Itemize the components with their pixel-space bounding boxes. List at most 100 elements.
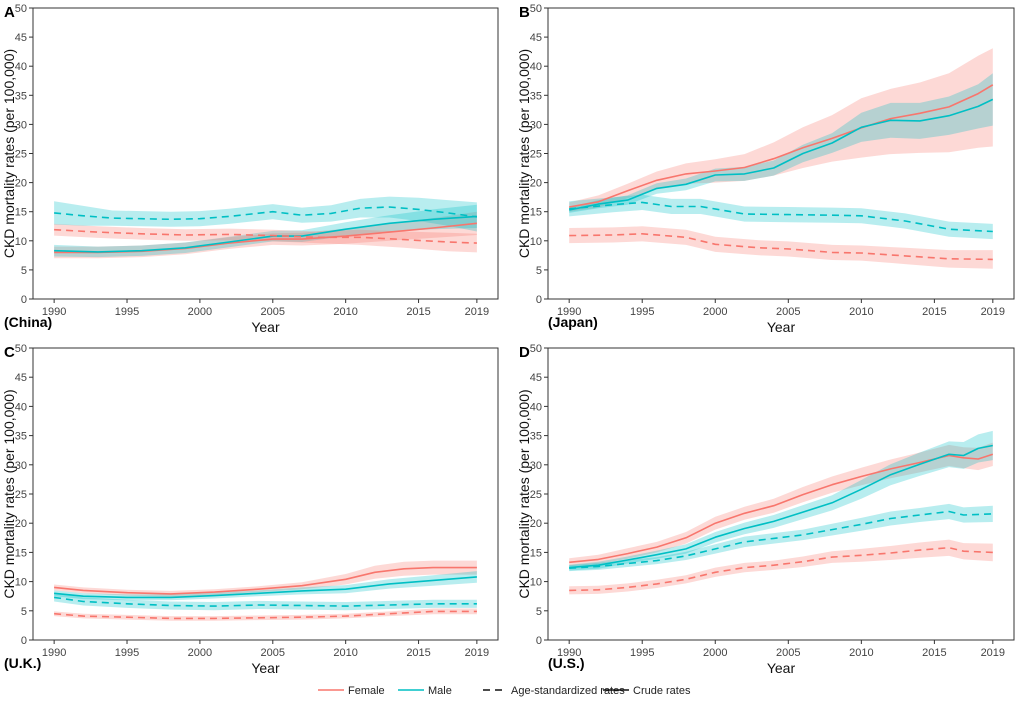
x-tick-label: 2000 [188,647,212,659]
series-line-female-age-standardized [54,228,477,244]
series-line-male-crude [569,98,994,211]
y-axis-title: CKD mortality rates (per 100,000) [516,389,532,598]
x-tick-label: 1995 [115,647,139,659]
y-tick-label: 0 [536,635,542,647]
y-tick-label: 15 [530,547,542,559]
y-tick-label: 35 [15,90,27,102]
y-tick-label: 15 [15,547,27,559]
y-tick-label: 50 [15,3,27,15]
series-line-female-age-standardized [569,546,993,592]
x-tick-label: 2019 [981,647,1005,659]
ci-band-female-crude [569,48,993,212]
y-tick-label: 40 [530,401,542,413]
series-line-male-crude [569,444,993,569]
series-line-male-crude [54,576,477,599]
x-tick-label: 2019 [465,306,489,318]
panel-a: 0 5 10 15 20 25 30 35 40 45 50 1990 1995 2000 2005 2010… [1,3,499,335]
legend-label: Age-standardized rates [511,685,625,697]
ci-band-male-crude [54,571,477,601]
panel-letter: D [519,344,530,361]
x-tick-label: 2019 [465,647,489,659]
y-axis-title: CKD mortality rates (per 100,000) [516,49,532,258]
y-tick-label: 40 [15,401,27,413]
y-tick-label: 45 [530,32,542,44]
series-line-female-age-standardized [54,610,477,620]
y-tick-label: 5 [21,606,27,618]
y-tick-label: 15 [530,207,542,219]
x-tick-label: 2015 [922,306,946,318]
region-label: (U.S.) [548,655,585,671]
y-tick-label: 40 [15,61,27,73]
y-tick-label: 10 [15,577,27,589]
y-tick-label: 25 [530,149,542,161]
panel-b: 0 5 10 15 20 25 30 35 40 45 50 1990 1995 2000 2005 2010… [516,3,1015,335]
x-tick-label: 2005 [776,647,800,659]
region-label: (Japan) [548,314,598,330]
x-tick-label: 2000 [703,306,727,318]
x-tick-label: 2015 [922,647,946,659]
x-tick-label: 1995 [630,306,654,318]
ci-band-male-crude [569,430,993,571]
series-line-female-crude [569,453,994,564]
x-tick-label: 2005 [261,306,285,318]
y-tick-label: 10 [15,236,27,248]
y-tick-label: 45 [15,372,27,384]
legend: Female Male Age-standardized rates Crude ra… [318,685,691,697]
y-axis-title: CKD mortality rates (per 100,000) [1,49,17,258]
x-tick-label: 2010 [333,647,357,659]
y-tick-label: 0 [21,635,27,647]
ci-band-male-crude [569,73,993,213]
x-tick-label: 2005 [261,647,285,659]
y-tick-label: 20 [530,178,542,190]
series-line-male-age-standardized [54,206,478,221]
legend-label: Male [428,685,452,697]
x-tick-label: 2015 [406,306,430,318]
region-label: (China) [4,314,52,330]
y-tick-label: 35 [15,431,27,443]
series-line-male-age-standardized [569,510,993,569]
x-tick-label: 1990 [42,647,66,659]
x-axis-title: Year [251,319,280,335]
ci-band-female-crude [54,560,477,597]
ci-band-male-age-standardized [569,194,993,240]
y-tick-label: 10 [530,577,542,589]
y-tick-label: 50 [530,3,542,15]
ci-band-female-age-standardized [569,226,993,269]
ci-band-female-age-standardized [54,223,477,253]
y-tick-label: 15 [15,207,27,219]
y-tick-label: 10 [530,236,542,248]
x-tick-label: 1995 [630,647,654,659]
y-tick-label: 30 [530,119,542,131]
y-tick-label: 40 [530,61,542,73]
x-tick-label: 2019 [981,306,1005,318]
y-tick-label: 0 [21,294,27,306]
panel-d: 0 5 10 15 20 25 30 35 40 45 50 1990 1995 2000 2005 2010… [516,343,1015,676]
series-line-male-age-standardized [53,596,477,607]
ci-band-female-crude [569,442,993,567]
legend-label: Female [348,685,385,697]
series-line-female-age-standardized [569,233,993,261]
y-tick-label: 35 [530,431,542,443]
x-axis-title: Year [767,660,796,676]
y-tick-label: 5 [21,265,27,277]
y-tick-label: 20 [530,518,542,530]
y-tick-label: 35 [530,90,542,102]
y-tick-label: 25 [530,489,542,501]
x-tick-label: 2010 [849,306,873,318]
x-tick-label: 1995 [115,306,139,318]
x-tick-label: 1990 [42,306,66,318]
panel-c: 0 5 10 15 20 25 30 35 40 45 50 1990 1995 2000 2005 2010… [1,343,499,676]
ci-band-male-age-standardized [54,196,477,232]
x-tick-label: 1990 [557,647,581,659]
plot-border [547,347,1015,641]
y-tick-label: 30 [15,460,27,472]
series-line-male-age-standardized [569,201,993,233]
x-tick-label: 2010 [333,306,357,318]
y-axis-title: CKD mortality rates (per 100,000) [1,389,17,598]
x-tick-label: 2015 [406,647,430,659]
x-tick-label: 2000 [703,647,727,659]
y-tick-label: 20 [15,518,27,530]
y-tick-label: 45 [15,32,27,44]
y-tick-label: 5 [536,265,542,277]
y-tick-label: 50 [530,343,542,355]
